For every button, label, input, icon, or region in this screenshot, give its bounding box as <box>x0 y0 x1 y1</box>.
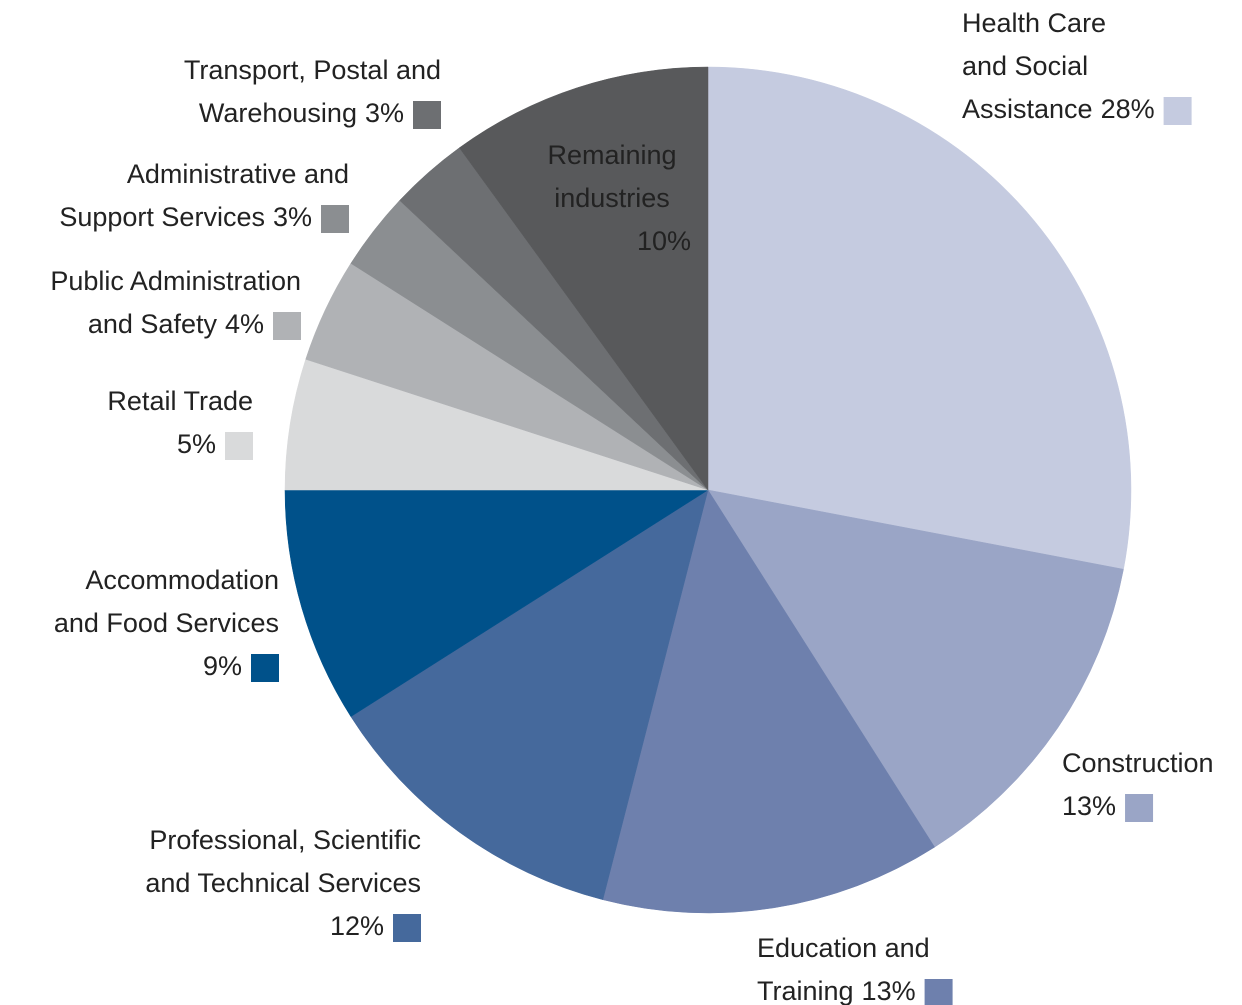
label-line: Warehousing <box>199 98 357 128</box>
value-label: 12% <box>330 911 384 941</box>
legend-swatch <box>225 432 253 460</box>
label-line: Retail Trade <box>107 386 253 416</box>
legend-swatch <box>273 312 301 340</box>
label-line: Assistance <box>962 94 1093 124</box>
slice-label: Accommodation and Food Services <box>54 565 279 638</box>
pie-slice <box>707 66 1132 570</box>
label-line: Transport, Postal and <box>184 55 441 85</box>
value-label: 9% <box>203 651 242 681</box>
label-line: Health Care <box>962 8 1106 38</box>
pie-slice <box>284 489 709 718</box>
slice-label: Public Administration and Safety <box>50 266 301 339</box>
label-line: Education and <box>757 933 930 963</box>
value-label: 10% <box>637 226 691 256</box>
legend-swatch <box>393 914 421 942</box>
label-line: Professional, Scientific <box>149 825 421 855</box>
legend-swatch <box>1163 97 1192 125</box>
pie-slice <box>350 489 709 901</box>
label-line: Construction <box>1062 748 1214 778</box>
slice-label: Health Care and Social Assistance <box>962 8 1106 124</box>
value-label: 28% <box>1101 94 1155 124</box>
pie-slice <box>602 489 936 914</box>
slice-label: Education and Training <box>757 933 930 1005</box>
label-line: Accommodation <box>85 565 279 595</box>
legend-swatch <box>1125 794 1154 822</box>
label-line: Training <box>757 976 854 1005</box>
legend-swatch <box>924 979 953 1005</box>
value-label: 4% <box>225 309 264 339</box>
value-label: 13% <box>862 976 916 1005</box>
legend-swatch <box>413 101 441 129</box>
label-line: and Food Services <box>54 608 279 638</box>
label-line: Remaining <box>547 140 676 170</box>
slice-label: Administrative and Support Services <box>59 159 349 232</box>
label-line: industries <box>554 183 670 213</box>
legend-swatch <box>251 654 279 682</box>
value-label: 3% <box>365 98 404 128</box>
pie-slice <box>459 66 709 491</box>
label-line: and Technical Services <box>145 868 421 898</box>
pie-slice <box>707 489 1124 848</box>
legend-swatch <box>321 205 349 233</box>
slice-label: Construction <box>1062 748 1214 778</box>
slice-label: Professional, Scientific and Technical Se… <box>145 825 421 898</box>
value-label: 3% <box>273 202 312 232</box>
label-line: Support Services <box>59 202 265 232</box>
label-line: Administrative and <box>127 159 349 189</box>
slice-label: Remaining industries <box>547 140 676 213</box>
label-line: and Safety <box>88 309 218 339</box>
value-label: 13% <box>1062 791 1116 821</box>
slice-label: Retail Trade <box>107 386 253 416</box>
label-line: Public Administration <box>50 266 301 296</box>
slice-label: Transport, Postal and Warehousing <box>184 55 441 128</box>
value-label: 5% <box>177 429 216 459</box>
label-line: and Social <box>962 51 1088 81</box>
